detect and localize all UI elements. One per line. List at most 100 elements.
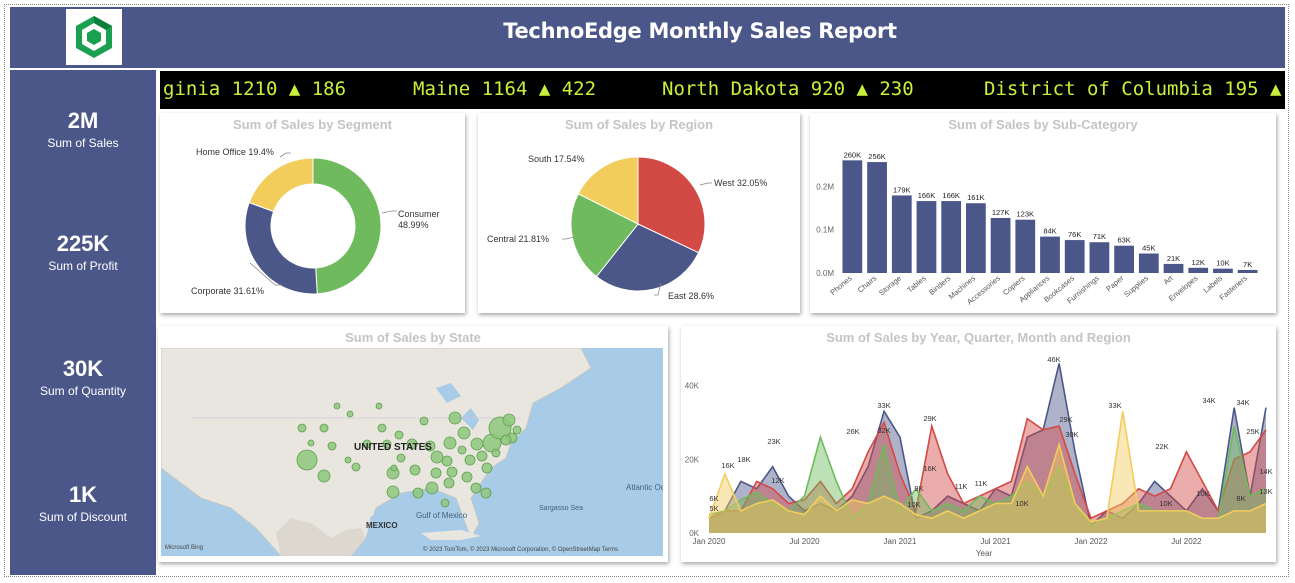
state-bubble[interactable] [440,498,450,508]
ticker-item: District of Columbia 195 ▲ [984,78,1282,100]
state-bubble[interactable] [409,464,421,476]
bar-machines[interactable] [966,203,986,273]
state-bubble[interactable] [412,487,424,499]
state-bubble[interactable] [443,436,457,450]
state-bubble[interactable] [502,413,516,427]
hexagon-logo-icon [76,16,112,58]
state-bubble[interactable] [396,453,406,463]
state-bubble[interactable] [297,423,307,433]
state-bubble[interactable] [512,425,522,435]
bar-value-label: 21K [1167,254,1180,263]
state-bubble[interactable] [464,454,476,466]
state-bubble[interactable] [317,469,331,483]
state-bubble[interactable] [470,482,482,494]
bar-paper[interactable] [1114,245,1134,273]
state-bubble[interactable] [362,439,372,449]
x-tick-label: Jan 2021 [884,537,917,546]
chart-title: Sum of Sales by Segment [233,117,392,132]
region-chart-card[interactable]: Sum of Sales by Region West 32.05% East … [478,113,800,313]
state-bubble[interactable] [491,448,501,458]
kpi-profit[interactable]: 225K Sum of Profit [10,231,156,273]
state-bubble[interactable] [382,439,392,449]
state-bubble[interactable] [443,477,455,489]
segment-chart-card[interactable]: Sum of Sales by Segment Consumer 48.99% … [160,113,465,313]
state-bubble[interactable] [470,437,484,451]
bar-phones[interactable] [842,160,863,273]
slice-west[interactable] [637,156,706,254]
slice-corporate[interactable] [244,201,318,295]
state-bubble[interactable] [344,456,352,464]
state-bubble[interactable] [307,439,315,447]
state-bubble[interactable] [425,481,439,495]
bar-supplies[interactable] [1138,253,1159,274]
state-bubble[interactable] [386,485,400,499]
kpi-sales[interactable]: 2M Sum of Sales [10,108,156,150]
bar-value-label: 179K [893,185,911,194]
x-axis-label: Year [976,549,993,558]
bar-fasteners[interactable] [1237,269,1258,273]
state-bubble[interactable] [394,430,404,440]
slice-home-office[interactable] [248,157,314,213]
kpi-value: 30K [62,356,104,381]
slice-central[interactable] [570,193,639,278]
ticker-item: Maine 1164 ▲ 422 [413,78,597,100]
subcategory-chart-card[interactable]: Sum of Sales by Sub-Category 0.0M 0.1M 0.2… [810,113,1276,313]
bar-chairs[interactable] [867,162,887,273]
bar-copiers[interactable] [1015,219,1036,273]
slice-consumer[interactable] [312,157,382,295]
bar-labels[interactable] [1213,268,1233,273]
state-bubble[interactable] [351,462,361,472]
bar-appliances[interactable] [1040,236,1060,273]
state-bubble[interactable] [457,445,467,455]
state-bubble[interactable] [406,438,418,450]
state-bubble[interactable] [430,467,442,479]
state-bubble[interactable] [448,411,462,425]
state-map-card[interactable]: Sum of Sales by State UNITED STATES MEXI… [158,326,668,562]
kpi-value: 225K [56,231,110,256]
state-bubble[interactable] [333,402,341,410]
state-bubble[interactable] [375,402,383,410]
bar-tables[interactable] [916,201,937,273]
bar-bookcases[interactable] [1064,240,1085,273]
bar-accessories[interactable] [990,217,1011,273]
bar-art[interactable] [1163,263,1184,273]
y-tick-label: 0K [689,529,699,538]
bar-envelopes[interactable] [1188,267,1209,273]
state-bubble[interactable] [346,410,354,418]
bar-binders[interactable] [941,201,962,273]
slice-east[interactable] [595,223,700,292]
state-bubble[interactable] [424,440,436,452]
kpi-quantity[interactable]: 30K Sum of Quantity [10,356,156,398]
kpi-label: Sum of Quantity [39,384,127,398]
state-bubble[interactable] [327,441,337,451]
state-bubble[interactable] [457,426,471,440]
category-label: Art [1162,273,1176,287]
state-ticker[interactable]: ginia 1210 ▲ 186 Maine 1164 ▲ 422 North … [160,71,1285,109]
state-bubble[interactable] [481,462,493,474]
point-value-label: 32K [877,426,890,435]
point-value-label: 46K [1047,355,1060,364]
state-map[interactable]: UNITED STATES MEXICO Gulf of Mexico Atla… [161,348,663,556]
state-bubble[interactable] [446,466,458,478]
state-bubble[interactable] [377,423,387,433]
state-bubble[interactable] [441,455,453,467]
kpi-discount[interactable]: 1K Sum of Discount [10,482,156,524]
state-bubble[interactable] [500,434,512,446]
state-bubble[interactable] [430,450,444,464]
area-series-2 [709,426,1266,533]
state-bubble[interactable] [476,450,488,462]
state-bubble[interactable] [296,449,318,471]
state-bubble[interactable] [390,464,398,472]
bar-furnishings[interactable] [1089,242,1110,273]
state-bubble[interactable] [319,423,329,433]
state-bubble[interactable] [480,487,492,499]
segment-label-consumer-pct: 48.99% [398,220,429,230]
y-tick-label: 0.1M [816,226,834,235]
state-bubble[interactable] [461,471,473,483]
bar-value-label: 84K [1043,227,1056,236]
state-bubble[interactable] [419,416,429,426]
bar-storage[interactable] [891,195,912,273]
time-area-chart-card[interactable]: Sum of Sales by Year, Quarter, Month and… [681,326,1276,562]
segment-label-home-office: Home Office 19.4% [196,147,274,157]
slice-south[interactable] [577,156,639,225]
